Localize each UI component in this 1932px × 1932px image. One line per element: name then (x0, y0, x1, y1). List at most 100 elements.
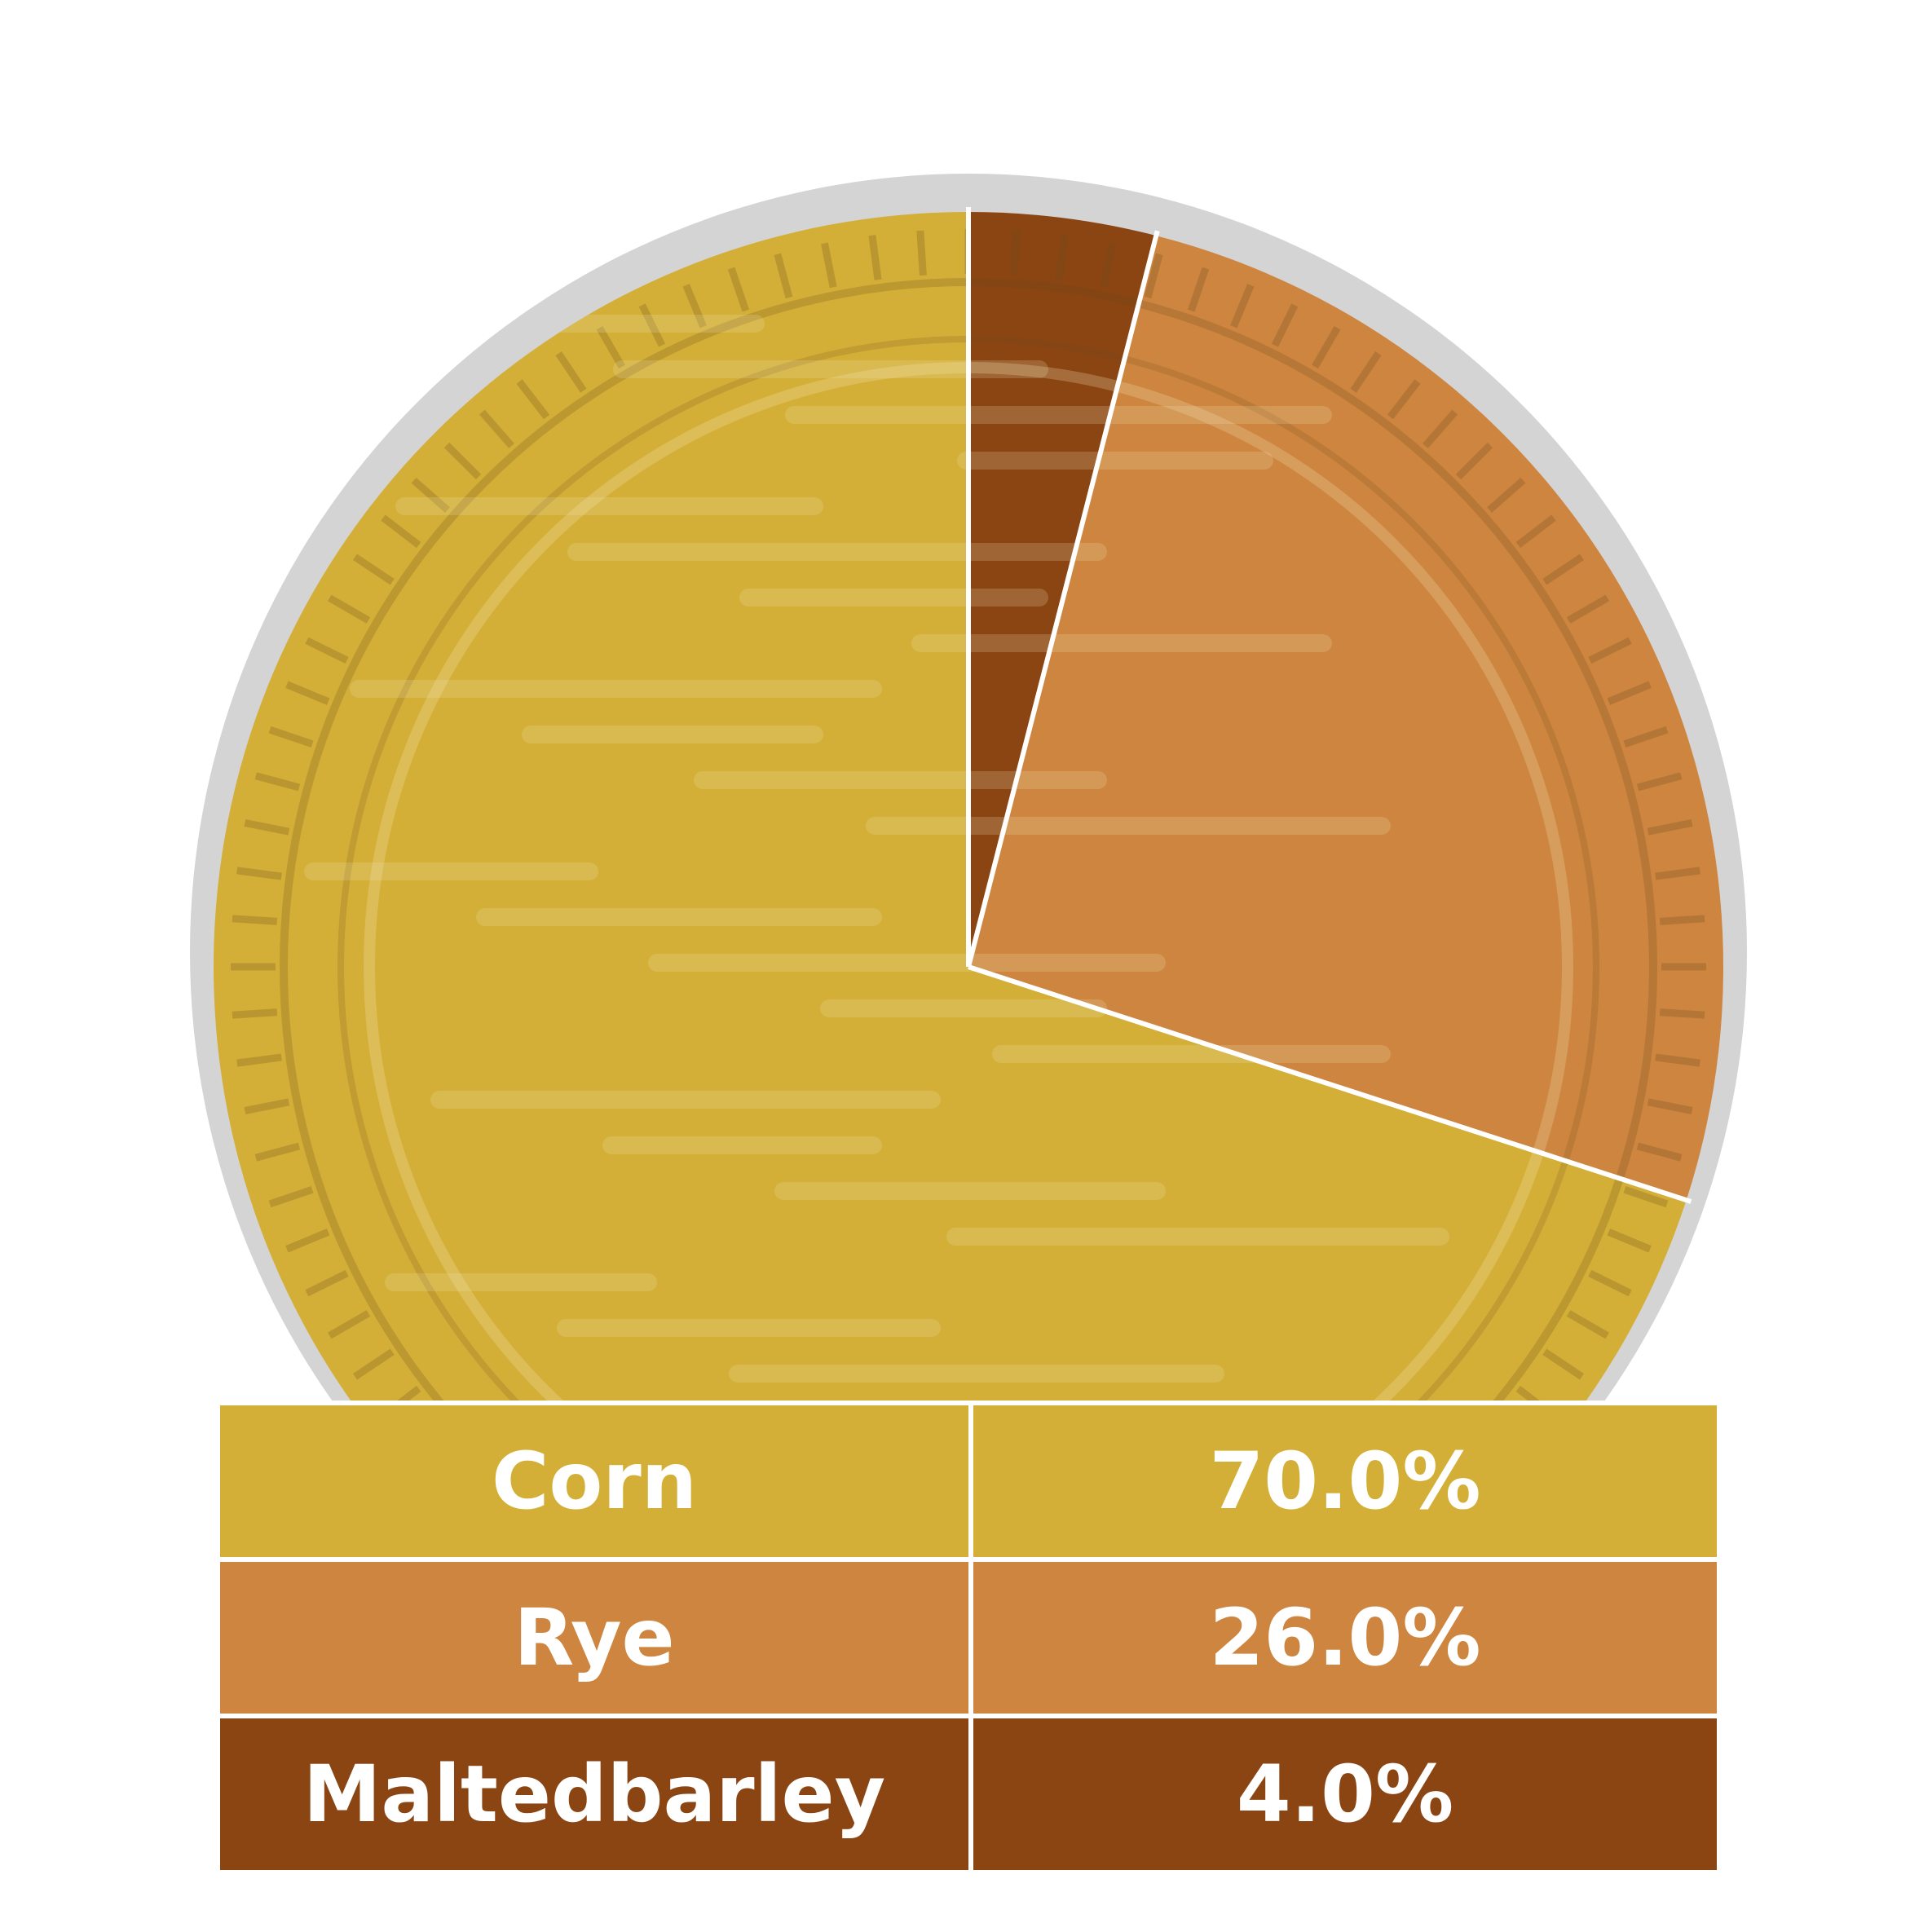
legend-label-rye: Rye (215, 1557, 973, 1718)
texture-tick (821, 242, 837, 289)
texture-tick (1312, 325, 1341, 369)
texture-tick (1636, 1142, 1683, 1162)
texture-streak (866, 817, 1391, 835)
texture-tick (353, 1348, 395, 1380)
texture-tick (232, 915, 278, 925)
texture-tick (682, 284, 707, 329)
texture-streak (774, 1182, 1166, 1200)
texture-tick (1487, 477, 1526, 513)
legend-row-maltedbarley: Maltedbarley 4.0% (215, 1714, 1722, 1875)
texture-streak (946, 1228, 1449, 1246)
slice-separator (966, 230, 1160, 968)
texture-tick (1542, 1348, 1584, 1380)
legend-label-maltedbarley: Maltedbarley (215, 1714, 973, 1875)
texture-tick (638, 303, 666, 347)
texture-tick (244, 819, 290, 836)
texture-streak (648, 954, 1166, 972)
texture-tick (1010, 230, 1021, 276)
texture-streak (430, 1091, 941, 1109)
texture-tick (1566, 1310, 1610, 1339)
texture-streak (694, 771, 1107, 789)
texture-tick (1659, 1008, 1705, 1019)
texture-tick (1659, 915, 1705, 925)
texture-streak (820, 999, 1107, 1017)
texture-tick (236, 1053, 282, 1067)
legend-value-maltedbarley: 4.0% (968, 1714, 1722, 1875)
texture-tick (916, 230, 927, 276)
texture-tick (1566, 594, 1610, 624)
texture-tick (868, 235, 882, 280)
texture-tick (516, 379, 550, 420)
texture-streak (739, 589, 1048, 607)
texture-streak (729, 1365, 1224, 1383)
texture-streak (350, 680, 882, 698)
texture-tick (353, 554, 395, 585)
texture-tick (443, 442, 482, 480)
texture-tick (1623, 726, 1669, 748)
texture-tick (268, 726, 314, 748)
texture-tick (254, 772, 301, 792)
texture-streak (613, 360, 1048, 378)
texture-tick (1455, 442, 1493, 480)
slice-separator (968, 964, 1692, 1204)
texture-tick (244, 1098, 290, 1114)
texture-tick (1636, 772, 1683, 792)
texture-tick (774, 253, 793, 299)
texture-tick (1542, 554, 1584, 585)
pie-slice-rye (968, 236, 1723, 1201)
slice-separators (966, 207, 1692, 1204)
texture-tick (1271, 303, 1299, 347)
texture-tick (1187, 267, 1210, 312)
texture-streak (269, 269, 481, 287)
legend-row-rye: Rye 26.0% (215, 1557, 1722, 1718)
texture-streak (476, 908, 882, 926)
texture-tick (1647, 1098, 1693, 1114)
texture-tick (305, 637, 349, 664)
texture-tick (1423, 409, 1458, 448)
texture-tick (555, 351, 587, 393)
texture-tick (479, 409, 514, 448)
texture-tick (1144, 253, 1163, 299)
texture-tick (1588, 637, 1632, 664)
texture-streak (395, 497, 823, 515)
pie-slices (213, 212, 1723, 1722)
texture-tick (1647, 819, 1693, 836)
texture-tick (1230, 284, 1255, 329)
texture-streak (441, 315, 765, 333)
texture-tick (1387, 379, 1421, 420)
texture-tick (1623, 1185, 1669, 1208)
texture-streak (567, 543, 1107, 561)
texture-tick (285, 681, 330, 705)
legend-table: Corn 70.0% Rye 26.0% Maltedbarley 4.0% (215, 1400, 1722, 1875)
texture-streak (957, 452, 1273, 470)
texture-tick (1055, 235, 1069, 280)
legend-row-corn: Corn 70.0% (215, 1400, 1722, 1562)
texture-tick (1100, 242, 1116, 289)
texture-streak (385, 1273, 657, 1291)
texture-tick (268, 1185, 314, 1208)
texture-tick (327, 1310, 371, 1339)
texture-tick (327, 594, 371, 624)
texture-streak (304, 862, 598, 880)
texture-tick (1655, 867, 1700, 880)
texture-tick (1607, 1228, 1652, 1253)
texture-streak (557, 1319, 941, 1337)
legend-label-corn: Corn (215, 1400, 973, 1562)
legend-value-corn: 70.0% (968, 1400, 1722, 1562)
texture-tick (381, 514, 421, 549)
texture-tick (254, 1142, 301, 1162)
pie-slice-corn (213, 212, 1687, 1722)
texture-streak (522, 726, 823, 743)
texture-streak (911, 634, 1332, 652)
texture-tick (236, 867, 282, 880)
texture-tick (232, 1008, 278, 1019)
texture-tick (1607, 681, 1652, 705)
texture-tick (727, 267, 750, 312)
texture-streak (992, 1045, 1391, 1063)
legend-value-rye: 26.0% (968, 1557, 1722, 1718)
texture-streak (785, 406, 1332, 424)
texture-tick (285, 1228, 330, 1253)
texture-tick (596, 325, 625, 369)
texture-streak (602, 1136, 882, 1154)
